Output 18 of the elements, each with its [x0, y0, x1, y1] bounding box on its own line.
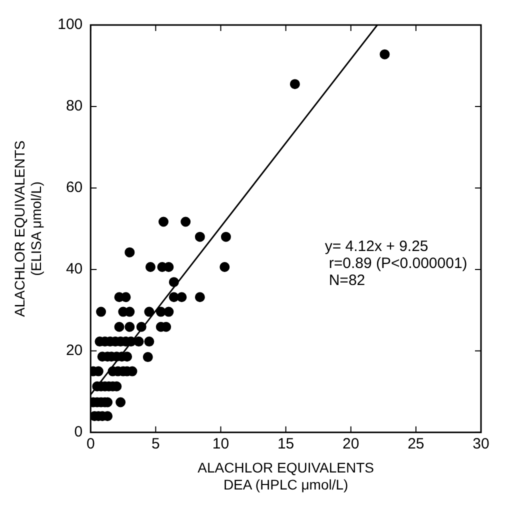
y-tick-label: 100 [58, 16, 83, 34]
y-tick-label: 80 [66, 98, 83, 115]
annotation: r=0.89 (P<0.000001) [328, 255, 468, 272]
annotation: y= 4.12x + 9.25 [324, 238, 428, 256]
x-tick-label: 20 [342, 436, 360, 453]
annotation: N=82 [328, 272, 366, 290]
x-tick-label: 30 [472, 436, 490, 453]
y-axis-title: ALACHLOR EQUIVALENTS (ELISA μmol/L) [11, 140, 44, 317]
x-tick-label: 25 [408, 436, 424, 453]
x-axis-title: ALACHLOR EQUIVALENTS DEA (HPLC μmol/L) [198, 460, 374, 492]
y-tick-label: 60 [66, 179, 83, 196]
y-tick-label: 0 [74, 424, 83, 441]
x-tick-label: 5 [152, 436, 160, 453]
y-tick-label: 20 [66, 342, 83, 360]
x-tick-label: 0 [86, 436, 95, 453]
x-tick-label: 10 [212, 436, 230, 453]
y-tick-label: 40 [66, 260, 83, 278]
x-tick-label: 15 [277, 436, 294, 453]
